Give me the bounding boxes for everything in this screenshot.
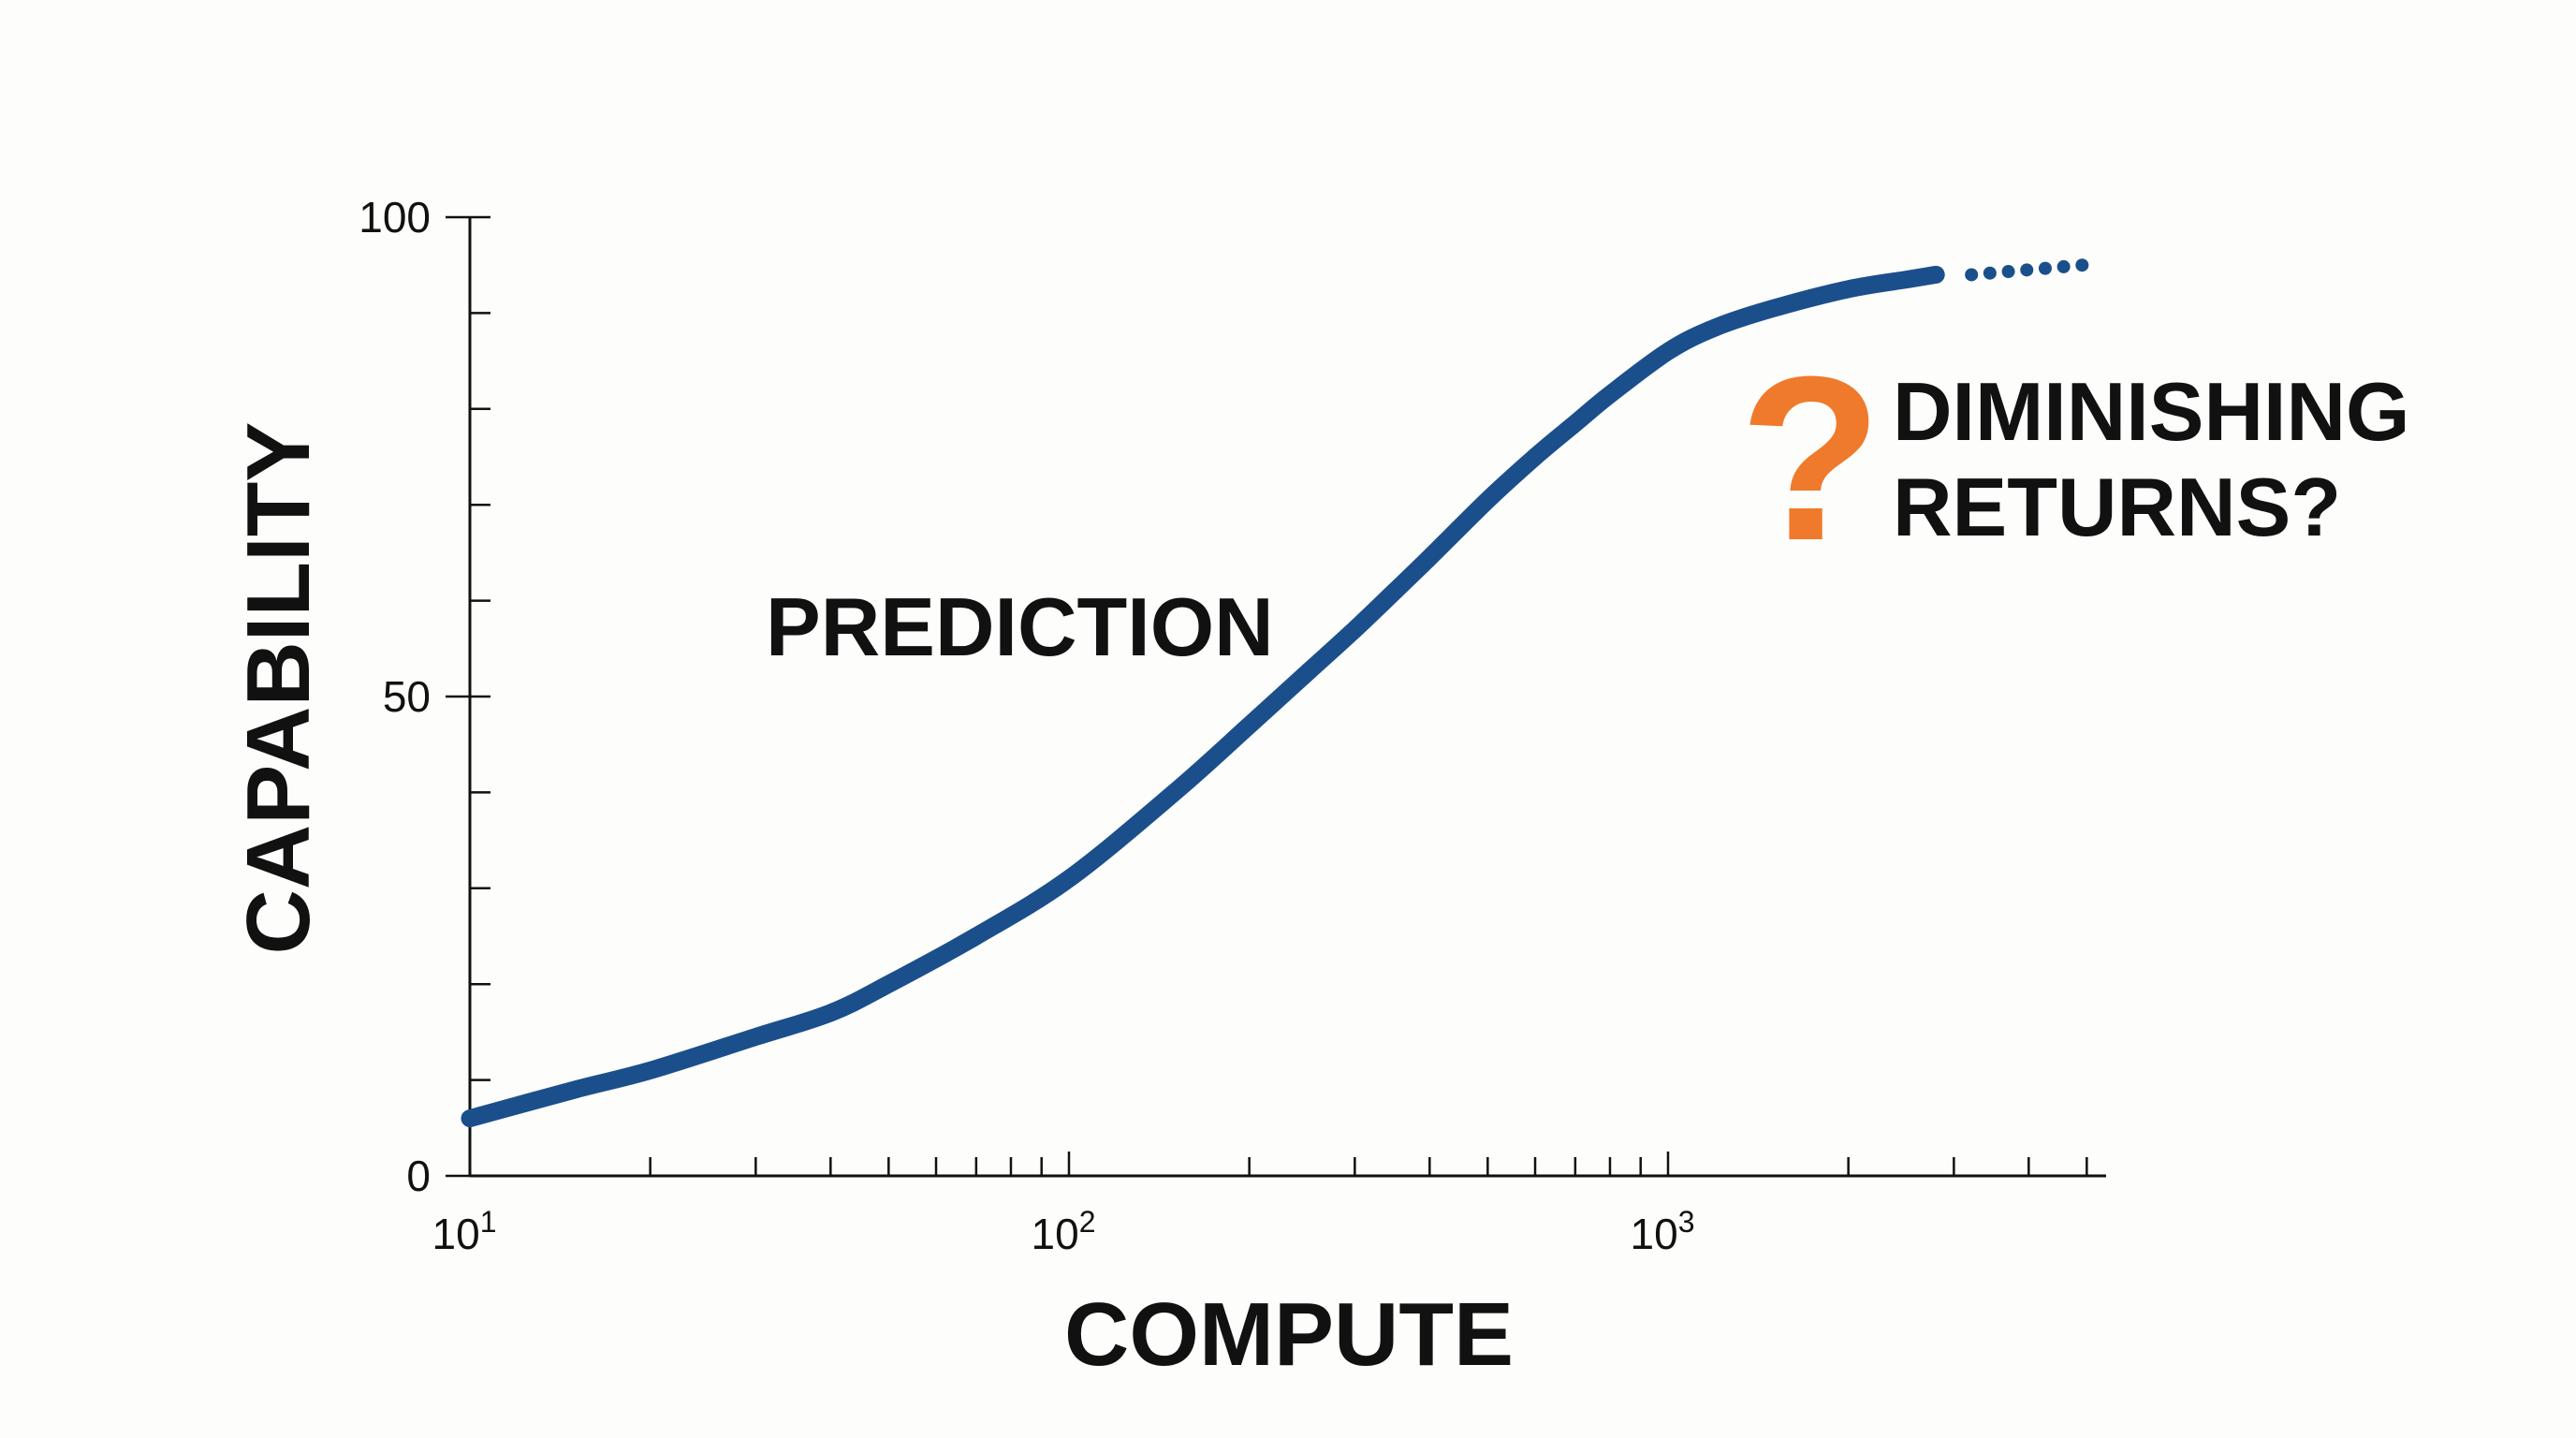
extension-dot xyxy=(2038,261,2052,275)
extension-dot xyxy=(2001,265,2015,279)
extension-dot xyxy=(2075,258,2089,272)
question-mark-icon: ? xyxy=(1739,328,1882,589)
y-ticks: 0 50 100 xyxy=(359,193,490,1200)
x-tick-label: 102 xyxy=(1032,1205,1096,1258)
annotation-returns: RETURNS? xyxy=(1893,461,2341,553)
extension-dot xyxy=(2020,263,2034,277)
extension-dot xyxy=(1965,268,1979,282)
x-ticks: 101 102 103 xyxy=(432,1152,2088,1258)
y-tick-label: 50 xyxy=(383,672,431,721)
x-tick-label: 103 xyxy=(1631,1205,1695,1258)
extension-dots xyxy=(1965,258,2089,282)
annotation-prediction: PREDICTION xyxy=(766,580,1274,673)
x-tick-label: 101 xyxy=(432,1205,497,1258)
capability-curve xyxy=(461,265,1945,1128)
x-axis-title: COMPUTE xyxy=(1064,1284,1514,1385)
extension-dot xyxy=(1983,266,1997,280)
y-tick-label: 100 xyxy=(359,193,431,242)
annotation-diminishing: DIMINISHING xyxy=(1893,365,2409,458)
y-tick-label: 0 xyxy=(406,1152,431,1200)
y-axis-title: CAPABILITY xyxy=(228,422,329,955)
extension-dot xyxy=(2056,259,2071,273)
